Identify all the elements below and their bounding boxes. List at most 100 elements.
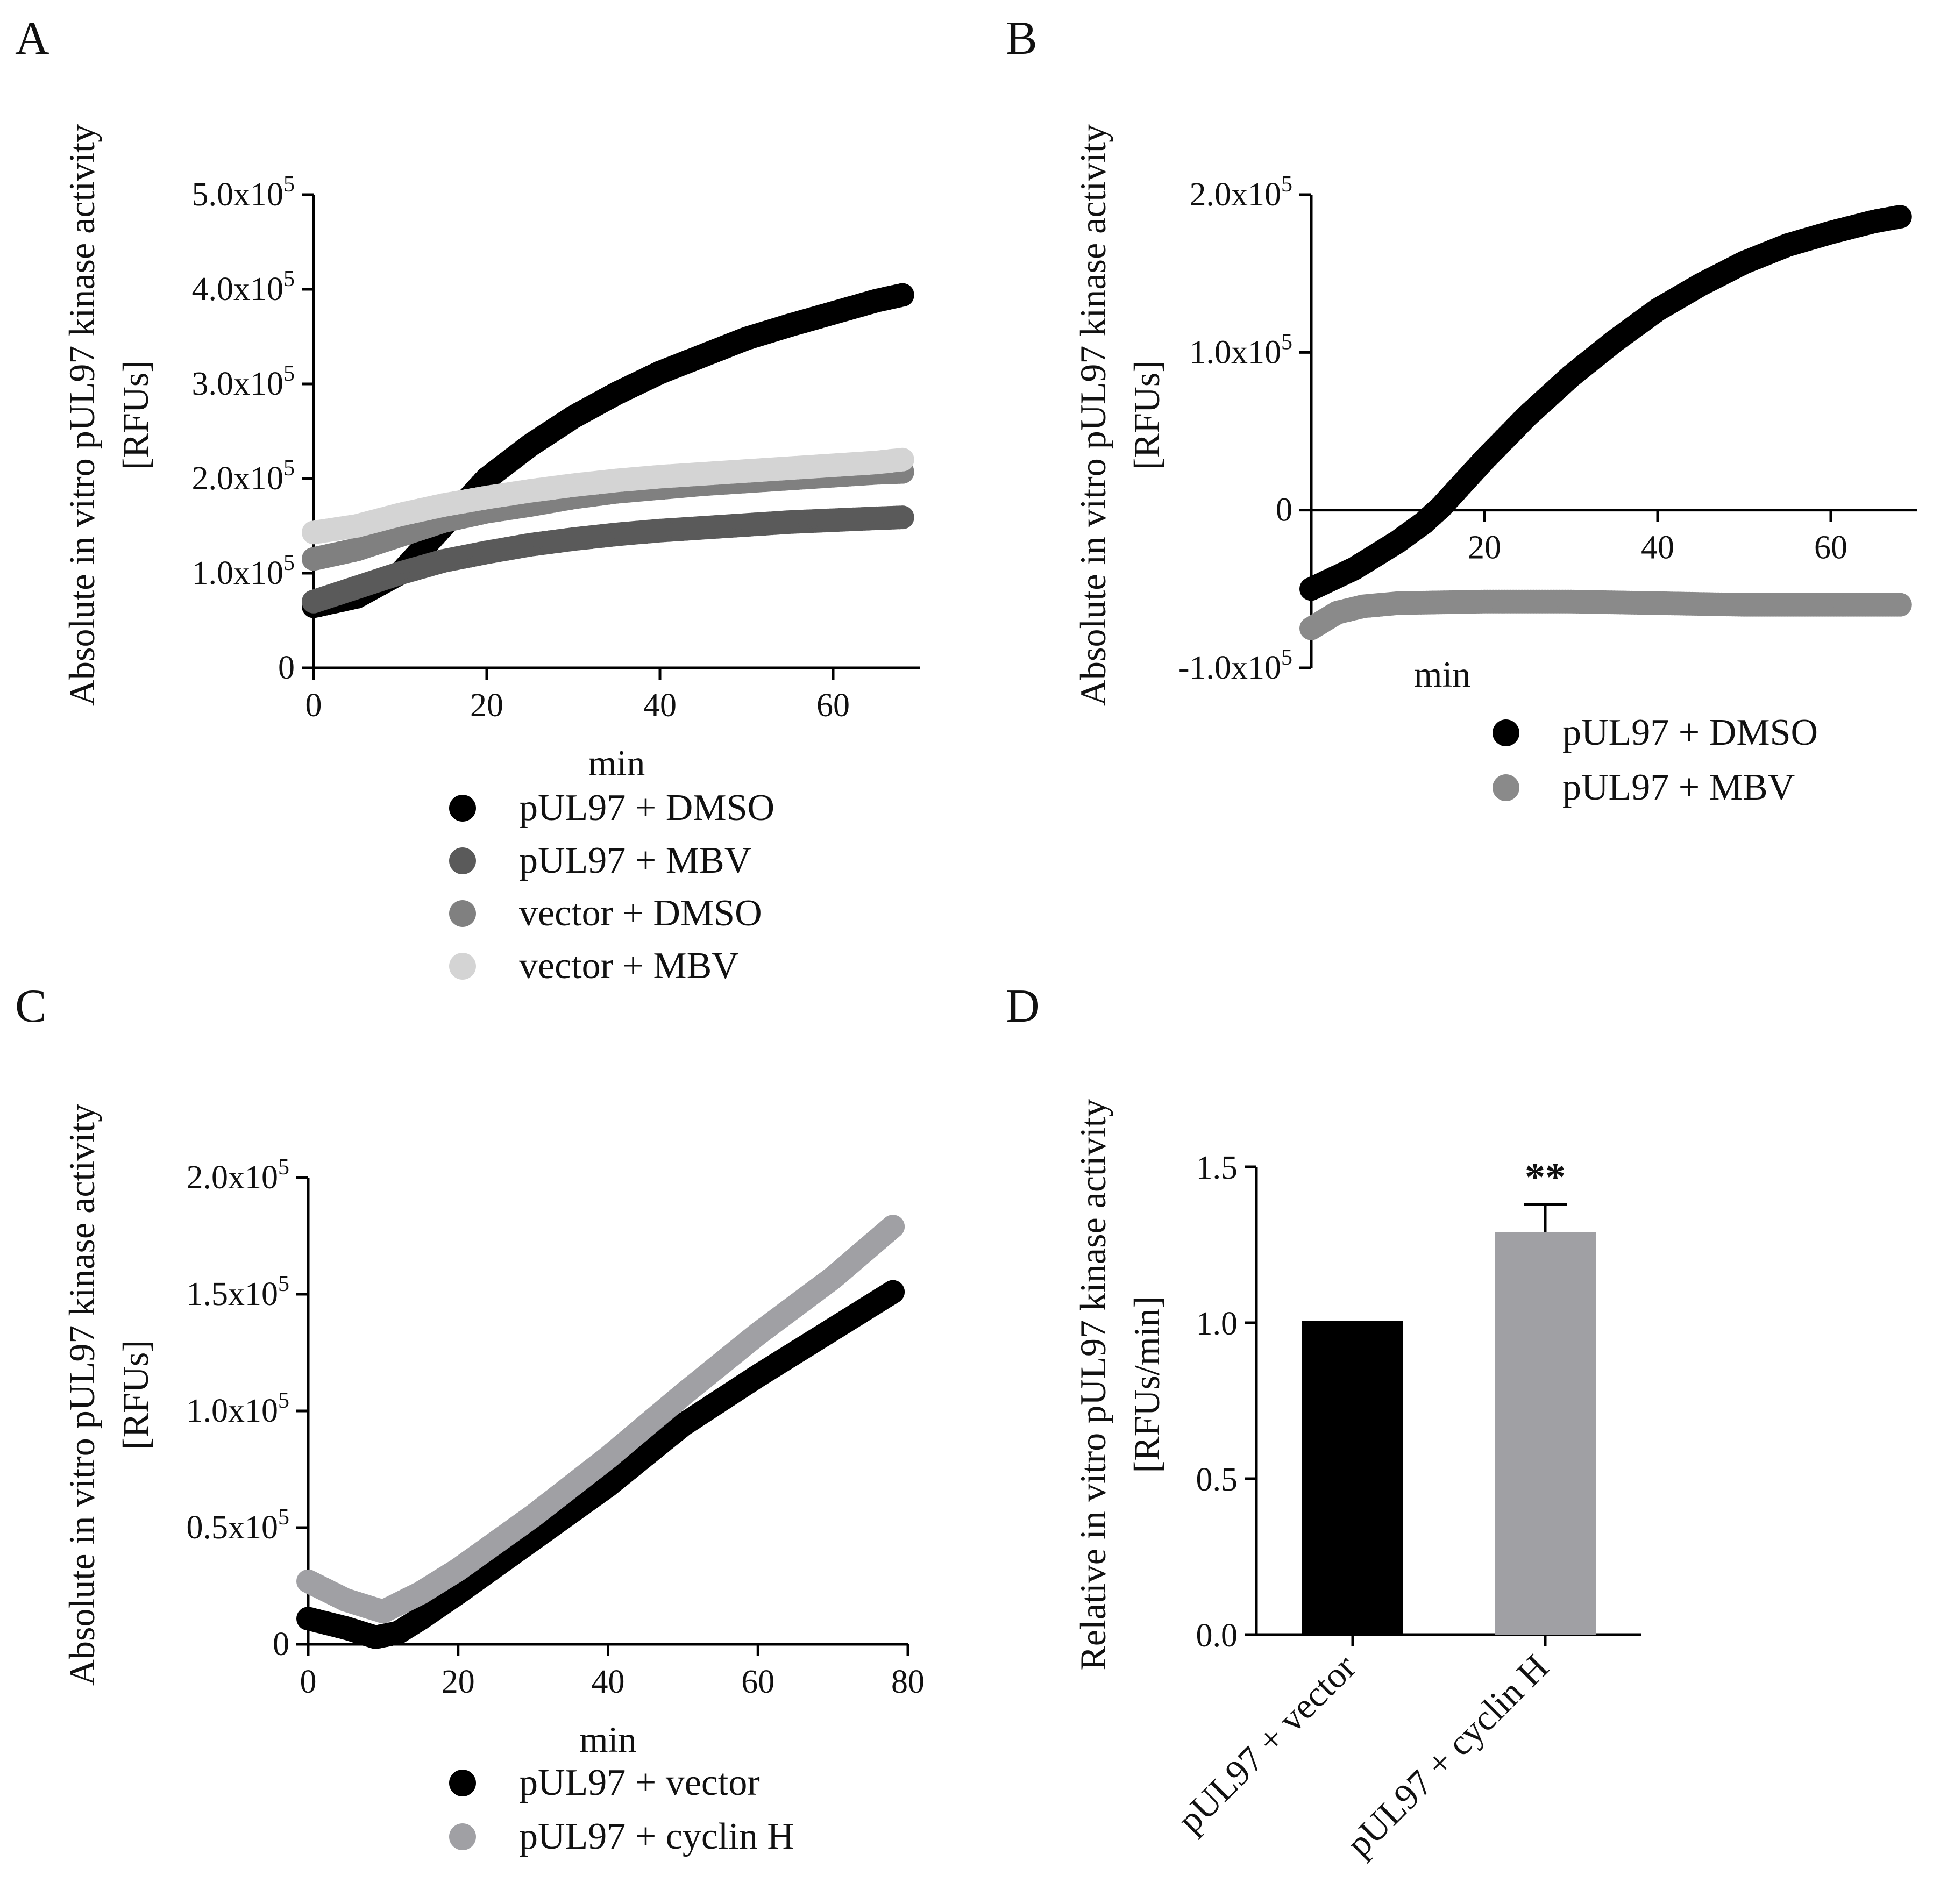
y-tick-mantissa: 1.0x10 <box>1190 334 1282 370</box>
y-tick-mantissa: 1.0x10 <box>187 1393 279 1429</box>
y-tick-label: 0.0 <box>1196 1617 1238 1654</box>
x-tick-label: 60 <box>816 687 850 724</box>
y-tick-label: -1.0x105 <box>1178 645 1292 686</box>
y-tick-label: 2.0x105 <box>187 1155 290 1196</box>
series-vector-mbv <box>302 447 914 545</box>
y-tick-mantissa: 1.5x10 <box>187 1276 279 1313</box>
x-tick-label: 20 <box>442 1664 475 1700</box>
y-tick-label: 0.5 <box>1196 1461 1238 1498</box>
series-pul97-vector <box>296 1280 905 1649</box>
legend-label: pUL97 + MBV <box>519 840 751 881</box>
x-tick-label: 20 <box>1468 530 1501 566</box>
legend-label: vector + DMSO <box>519 893 762 934</box>
y-tick-label: 1.0x105 <box>192 551 295 591</box>
y-tick-label: 0.5x105 <box>187 1505 290 1546</box>
y-tick-label: 0 <box>278 650 295 686</box>
panel-letter-b: B <box>1006 12 1037 65</box>
x-tick-label: 40 <box>643 687 677 724</box>
x-category-label: pUL97 + cyclin H <box>1338 1646 1556 1864</box>
legend-marker <box>449 847 476 874</box>
y-tick-label: 2.0x105 <box>192 456 295 497</box>
legend-marker <box>449 1770 476 1796</box>
x-axis-title: min <box>580 1719 637 1760</box>
x-tick-label: 0 <box>305 687 322 724</box>
y-tick-label: 3.0x105 <box>192 361 295 402</box>
y-tick-exponent: 5 <box>283 361 295 386</box>
x-tick-label: 60 <box>741 1664 774 1700</box>
legend-label: vector + MBV <box>519 945 739 987</box>
y-tick-mantissa: 1.0x10 <box>192 555 284 591</box>
legend-marker <box>449 795 476 822</box>
y-tick-exponent: 5 <box>283 267 295 291</box>
legend-label: pUL97 + DMSO <box>1562 712 1818 753</box>
data-point <box>881 1215 905 1239</box>
y-tick-mantissa: 4.0x10 <box>192 271 284 308</box>
y-tick-label: 4.0x105 <box>192 267 295 308</box>
y-tick-exponent: 5 <box>1281 172 1292 197</box>
y-tick-exponent: 5 <box>278 1505 289 1530</box>
legend-marker <box>449 900 476 927</box>
y-axis-title: Relative in vitro pUL97 kinase activity <box>1072 1099 1113 1670</box>
y-tick-exponent: 5 <box>278 1155 289 1180</box>
legend-marker <box>1493 719 1519 746</box>
y-tick-label: 0 <box>273 1626 289 1663</box>
y-tick-mantissa: 3.0x10 <box>192 366 284 402</box>
x-axis-title: min <box>588 743 645 783</box>
y-tick-label: 0 <box>1276 492 1292 529</box>
panel-letter-c: C <box>15 980 47 1032</box>
y-axis-title: Absolute in vitro pUL97 kinase activity <box>61 1104 102 1686</box>
series-pul97-mbv <box>302 505 914 614</box>
legend-label: pUL97 + DMSO <box>519 787 774 829</box>
x-tick-label: 40 <box>1641 530 1674 566</box>
y-axis-title-unit: [RFUs] <box>115 1340 156 1450</box>
y-axis-title-unit: [RFUs] <box>1126 360 1167 470</box>
y-axis-title-unit: [RFUs] <box>115 360 156 470</box>
y-tick-exponent: 5 <box>283 551 295 575</box>
legend-label: pUL97 + MBV <box>1562 767 1795 808</box>
x-axis-title: min <box>1414 654 1471 695</box>
y-axis-title: Absolute in vitro pUL97 kinase activity <box>61 124 102 706</box>
y-tick-mantissa: 5.0x10 <box>192 176 284 213</box>
y-tick-exponent: 5 <box>283 456 295 481</box>
legend-label: pUL97 + vector <box>519 1762 760 1803</box>
bar-2 <box>1495 1232 1596 1635</box>
y-tick-exponent: 5 <box>278 1272 289 1296</box>
data-point <box>881 1280 905 1304</box>
x-tick-label: 60 <box>1814 530 1847 566</box>
series-pul97-mbv <box>1299 589 1912 640</box>
y-tick-label: 1.5 <box>1196 1150 1238 1186</box>
y-tick-label: 5.0x105 <box>192 172 295 213</box>
panel-letter-a: A <box>15 12 49 65</box>
y-tick-exponent: 5 <box>1281 330 1292 354</box>
significance-marker: ** <box>1525 1155 1566 1200</box>
data-point <box>1888 593 1912 617</box>
y-tick-exponent: 5 <box>283 172 295 197</box>
bar-1 <box>1302 1323 1403 1635</box>
y-axis-title: Absolute in vitro pUL97 kinase activity <box>1072 124 1113 706</box>
data-point <box>890 447 914 472</box>
y-tick-mantissa: 2.0x10 <box>192 460 284 497</box>
legend-marker <box>449 953 476 980</box>
legend-marker <box>1493 774 1519 801</box>
y-tick-mantissa: -1.0x10 <box>1178 650 1281 686</box>
y-tick-label: 1.0x105 <box>1190 330 1293 370</box>
x-tick-label: 20 <box>470 687 503 724</box>
y-tick-label: 1.5x105 <box>187 1272 290 1313</box>
y-tick-exponent: 5 <box>1281 645 1292 670</box>
data-point <box>890 283 914 307</box>
legend-marker <box>449 1823 476 1850</box>
x-tick-label: 40 <box>592 1664 625 1700</box>
y-tick-exponent: 5 <box>278 1388 289 1413</box>
x-tick-label: 80 <box>891 1664 925 1700</box>
y-tick-label: 1.0 <box>1196 1306 1238 1342</box>
series-pul97-dmso <box>1299 205 1912 601</box>
y-tick-mantissa: 2.0x10 <box>187 1159 279 1196</box>
y-tick-mantissa: 0.5x10 <box>187 1509 279 1546</box>
x-tick-label: 0 <box>300 1664 317 1700</box>
legend-label: pUL97 + cyclin H <box>519 1816 794 1857</box>
series-pul97-cyclin-h <box>296 1215 905 1624</box>
